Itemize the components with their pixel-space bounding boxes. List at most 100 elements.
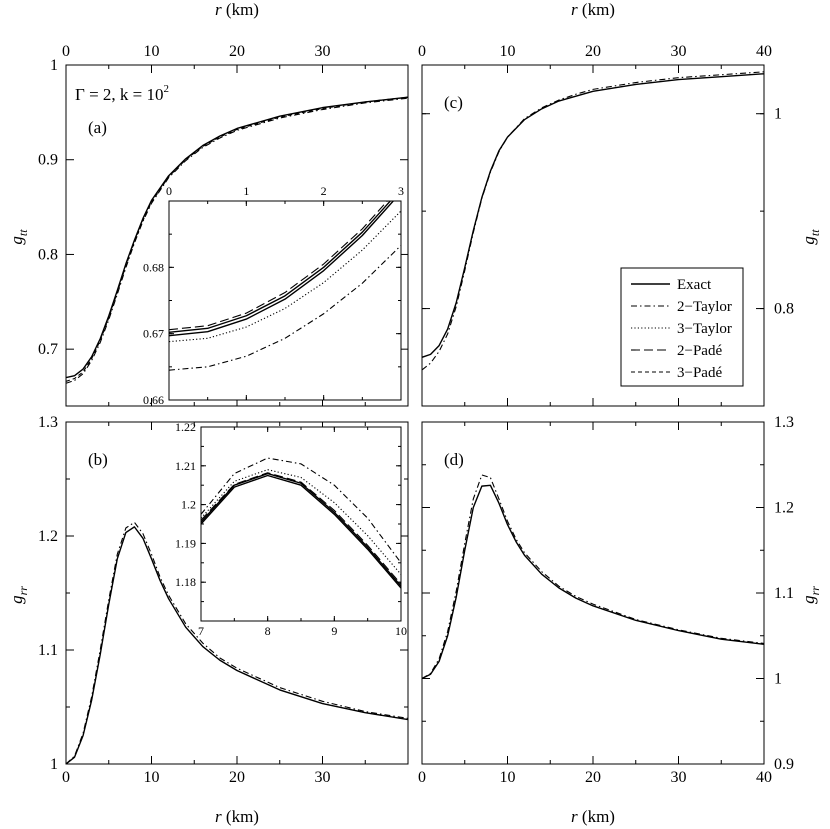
panel-label: (c) [444,93,463,112]
series-line-solid [169,201,395,337]
y-tick-label: 1 [774,106,782,123]
x-tick-label: 40 [756,43,772,60]
panel-b: 0 10 20 30 1 1.1 1.2 1.3 (b) [38,414,409,786]
x-tick-label: 0 [166,184,172,198]
y-axis-title-b: grr [7,586,30,604]
legend-label: 2−Taylor [677,299,732,315]
series-group-d [422,474,764,680]
x-tick-label: 10 [144,769,160,786]
x-tick-label: 0 [62,43,70,60]
y-tick-label: 1.18 [175,575,196,589]
x-tick-label: 1 [243,184,249,198]
inset-background [169,201,401,400]
y-tick-label: 1.19 [175,536,196,550]
y-tick-label: 1.1 [774,585,794,602]
y-tick-label: 0.7 [38,341,58,358]
y-tick-label: 0.8 [774,301,794,318]
series-group-c [422,71,764,371]
plot-frame [168,200,402,401]
y-tick-label: 1.21 [175,459,196,473]
annotation: Γ = 2, k = 102 [75,83,169,104]
panel-d: 0 10 20 30 400.9 1 1.1 1.2 1.3 (d) [418,414,794,786]
x-tick-label: 0 [418,43,426,60]
plot-frame [421,421,765,765]
inset-background [201,427,401,621]
series-group-b-inset [201,457,401,589]
y-axis-title-a: gtt [7,229,30,245]
series-line-solid [201,472,401,587]
y-tick-label: 0.9 [774,756,794,773]
panel-label: (b) [88,450,108,469]
legend: Exact 2−Taylor 3−Taylor 2−Padé 3−Padé [620,267,744,387]
y-tick-label: 1 [50,57,58,74]
y-tick-label: 1 [774,671,782,688]
y-tick-label: 0.8 [38,246,58,263]
series-line-solid [422,484,764,680]
series-line-shortdash [66,96,408,382]
x-tick-label: 10 [144,43,160,60]
x-tick-label: 20 [229,769,245,786]
series-line-dashdot [201,457,401,564]
x-tick-label: 7 [198,624,204,638]
y-axis-title-c: gtt [799,229,822,245]
plot-frame [421,64,765,407]
y-axis-title-d: grr [799,586,822,604]
legend-label: 3−Padé [677,365,722,381]
x-tick-label: 8 [265,624,271,638]
x-tick-label: 30 [671,769,687,786]
ticks-d [421,421,765,765]
annotation-superscript: 2 [164,83,170,95]
x-tick-label: 10 [395,624,407,638]
x-tick-label: 30 [315,43,331,60]
x-tick-label: 20 [229,43,245,60]
y-tick-label: 1 [50,756,58,773]
x-tick-label: 20 [585,769,601,786]
legend-label: 2−Padé [677,343,722,359]
y-tick-label: 0.68 [143,260,164,274]
y-tick-label: 1.2 [181,498,196,512]
panel-a-inset: 0 1 2 3 0.66 0.67 0.68 [143,184,404,407]
panel-c: 0 10 20 30 40 0.8 1 (c) [418,43,794,407]
series-group-a [66,96,408,384]
x-axis-title-bottom-left: r (km) [215,807,259,826]
x-tick-label: 10 [500,43,516,60]
x-axis-title-bottom-right: r (km) [571,807,615,826]
y-tick-label: 0.9 [38,152,58,169]
y-tick-label: 1.3 [38,414,58,431]
series-line-dashdot [422,474,764,679]
panels: 0 10 20 300.70.80.91(a)0 10 20 3011.11.21.3(b)… [7,0,822,826]
x-tick-label: 0 [62,769,70,786]
series-group-a-inset [169,201,401,371]
x-tick-label: 9 [331,624,337,638]
series-line-longdash [201,472,401,585]
y-tick-label: 0.67 [143,327,164,341]
series-line-longdash [169,201,389,331]
x-tick-label: 2 [321,184,327,198]
panel-label: (a) [88,118,107,137]
x-axis-title-top-right: r (km) [571,0,615,19]
series-line-solid [66,96,408,379]
x-tick-label: 3 [398,184,404,198]
x-axis-title-top-left: r (km) [215,0,259,19]
panel-label: (d) [444,450,464,469]
y-tick-label: 1.22 [175,420,196,434]
x-tick-label: 30 [315,769,331,786]
x-tick-label: 10 [500,769,516,786]
x-tick-label: 20 [585,43,601,60]
series-line-solid [169,201,392,334]
plot-frame [65,421,409,765]
legend-label: 3−Taylor [677,321,732,337]
plot-frame [65,64,409,407]
x-tick-label: 30 [671,43,687,60]
series-group-b [66,521,408,764]
y-tick-label: 1.2 [38,528,58,545]
x-tick-label: 40 [756,769,772,786]
series-line-solid [66,526,408,764]
panel-b-inset: 7 8 9 10 1.18 1.19 1.2 1.21 1.22 [175,420,407,638]
y-tick-label: 1.3 [774,414,794,431]
series-line-dashdot [169,245,401,371]
series-line-dashdot [66,521,408,764]
annotation-main: Γ = 2, k = 10 [75,85,164,104]
legend-label: Exact [677,277,712,293]
x-tick-label: 0 [418,769,426,786]
